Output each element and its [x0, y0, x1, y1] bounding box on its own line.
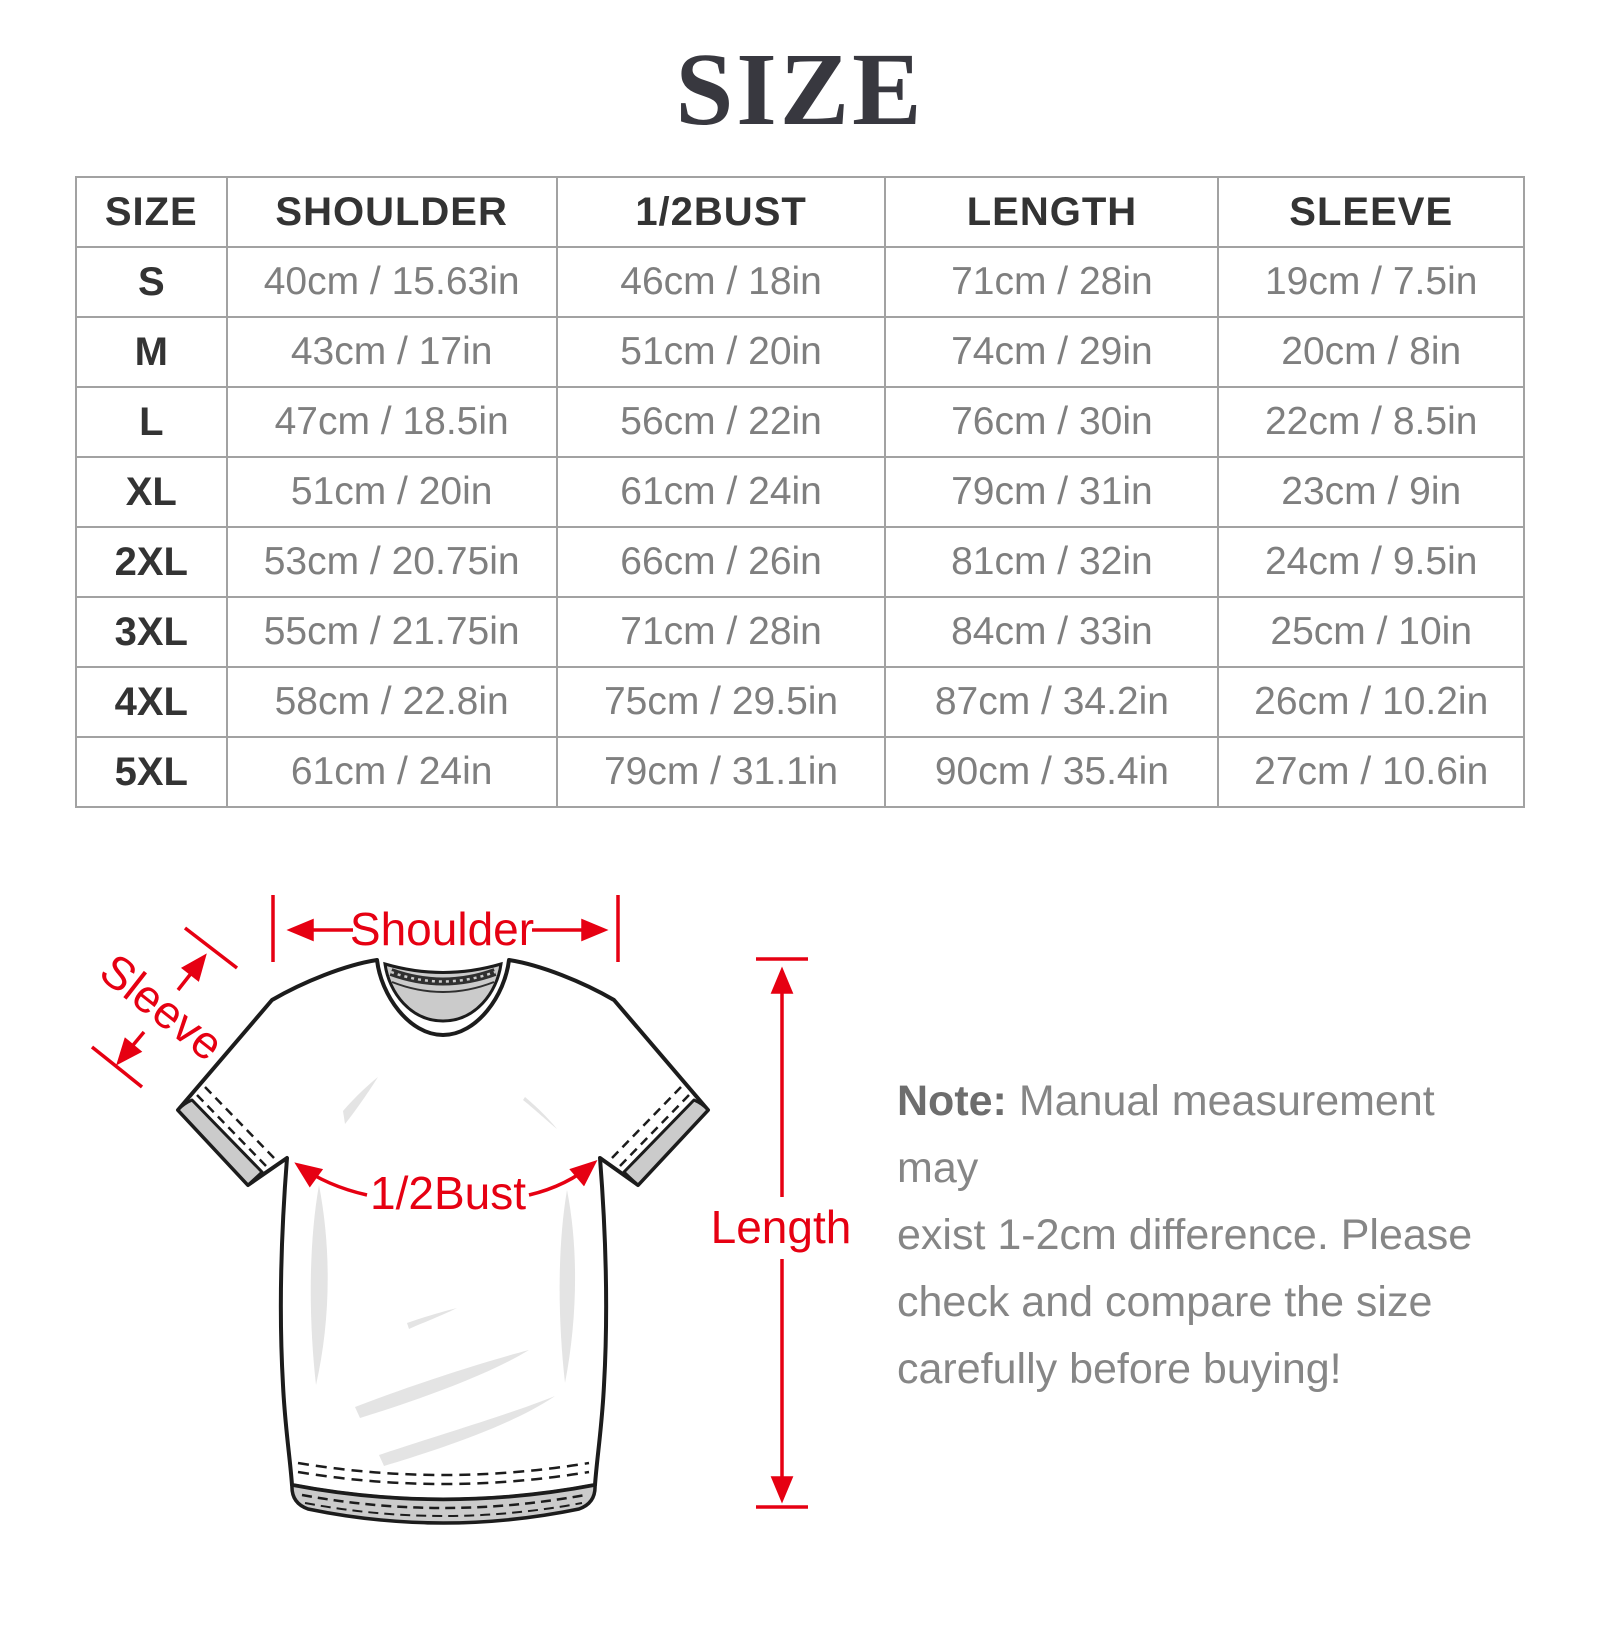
shoulder-cell: 51cm / 20in: [225, 456, 558, 528]
bust-cell: 75cm / 29.5in: [555, 666, 887, 738]
measurement-annotations: [90, 895, 808, 1509]
length-cell: 74cm / 29in: [884, 316, 1220, 388]
length-cell: 81cm / 32in: [884, 526, 1220, 598]
size-cell: 2XL: [75, 526, 228, 598]
shoulder-cell: 58cm / 22.8in: [225, 666, 558, 738]
sleeve-cell: 19cm / 7.5in: [1217, 246, 1525, 318]
bust-label: 1/2Bust: [370, 1167, 526, 1219]
shoulder-cell: 55cm / 21.75in: [225, 596, 558, 668]
note-line: check and compare the size: [897, 1278, 1433, 1326]
length-cell: 84cm / 33in: [884, 596, 1220, 668]
right-cuff: [610, 1086, 710, 1187]
size-cell: M: [75, 316, 228, 388]
length-cell: 71cm / 28in: [884, 246, 1220, 318]
sleeve-cell: 23cm / 9in: [1217, 456, 1525, 528]
table-row: 3XL 55cm / 21.75in 71cm / 28in 84cm / 33…: [75, 596, 1525, 668]
sleeve-cell: 20cm / 8in: [1217, 316, 1525, 388]
table-row: 4XL 58cm / 22.8in 75cm / 29.5in 87cm / 3…: [75, 666, 1525, 738]
sleeve-cell: 22cm / 8.5in: [1217, 386, 1525, 458]
table-row: L 47cm / 18.5in 56cm / 22in 76cm / 30in …: [75, 386, 1525, 458]
sleeve-cell: 26cm / 10.2in: [1217, 666, 1525, 738]
shoulder-cell: 61cm / 24in: [225, 736, 558, 808]
table-row: XL 51cm / 20in 61cm / 24in 79cm / 31in 2…: [75, 456, 1525, 528]
page-title: SIZE: [675, 32, 925, 147]
table-row: 2XL 53cm / 20.75in 66cm / 26in 81cm / 32…: [75, 526, 1525, 598]
shoulder-cell: 40cm / 15.63in: [225, 246, 558, 318]
header-sleeve: SLEEVE: [1217, 176, 1525, 248]
sleeve-cell: 24cm / 9.5in: [1217, 526, 1525, 598]
bottom-hem: [290, 1461, 597, 1525]
size-cell: 4XL: [75, 666, 228, 738]
size-cell: 5XL: [75, 736, 228, 808]
note-line: exist 1-2cm difference. Please: [897, 1211, 1473, 1259]
sleeve-arrow-upper: [176, 953, 207, 992]
bust-arrow-left: [294, 1162, 368, 1197]
shoulder-cell: 47cm / 18.5in: [225, 386, 558, 458]
bust-cell: 66cm / 26in: [555, 526, 887, 598]
length-cell: 87cm / 34.2in: [884, 666, 1220, 738]
sleeve-tick-upper: [183, 926, 239, 970]
length-cell: 79cm / 31in: [884, 456, 1220, 528]
bust-cell: 51cm / 20in: [555, 316, 887, 388]
tshirt-diagram: Shoulder Sleeve 1/2Bust Length: [90, 895, 852, 1525]
header-size: SIZE: [75, 176, 228, 248]
sleeve-cell: 27cm / 10.6in: [1217, 736, 1525, 808]
wrinkle-shadows: [310, 1077, 576, 1466]
table-row: 5XL 61cm / 24in 79cm / 31.1in 90cm / 35.…: [75, 736, 1525, 808]
length-cell: 90cm / 35.4in: [884, 736, 1220, 808]
bust-cell: 61cm / 24in: [555, 456, 887, 528]
header-shoulder: SHOULDER: [225, 176, 558, 248]
sleeve-label: Sleeve: [91, 943, 234, 1071]
bust-cell: 46cm / 18in: [555, 246, 887, 318]
table-row: S 40cm / 15.63in 46cm / 18in 71cm / 28in…: [75, 246, 1525, 318]
sleeve-cell: 25cm / 10in: [1217, 596, 1525, 668]
shoulder-cell: 43cm / 17in: [225, 316, 558, 388]
sleeve-arrow-lower: [116, 1030, 146, 1066]
size-cell: XL: [75, 456, 228, 528]
header-bust: 1/2BUST: [555, 176, 887, 248]
shoulder-cell: 53cm / 20.75in: [225, 526, 558, 598]
bust-cell: 71cm / 28in: [555, 596, 887, 668]
bust-cell: 79cm / 31.1in: [555, 736, 887, 808]
collar: [383, 961, 503, 1023]
tshirt-outline: [176, 958, 710, 1525]
size-table: SIZE SHOULDER 1/2BUST LENGTH SLEEVE S 40…: [75, 176, 1525, 808]
size-cell: L: [75, 386, 228, 458]
note-text: Note: Manual measurement may exist 1-2cm…: [897, 1068, 1517, 1403]
size-cell: S: [75, 246, 228, 318]
bust-cell: 56cm / 22in: [555, 386, 887, 458]
length-label: Length: [711, 1201, 852, 1253]
bust-arrow-right: [528, 1160, 598, 1197]
note-label: Note:: [897, 1077, 1007, 1125]
left-cuff: [176, 1086, 276, 1187]
table-row: M 43cm / 17in 51cm / 20in 74cm / 29in 20…: [75, 316, 1525, 388]
note-line: carefully before buying!: [897, 1345, 1342, 1393]
header-row: SIZE SHOULDER 1/2BUST LENGTH SLEEVE: [75, 176, 1525, 248]
size-cell: 3XL: [75, 596, 228, 668]
length-cell: 76cm / 30in: [884, 386, 1220, 458]
note-line: Note: Manual measurement may: [897, 1077, 1435, 1192]
shoulder-label: Shoulder: [350, 903, 534, 955]
header-length: LENGTH: [884, 176, 1220, 248]
sleeve-tick-lower: [90, 1045, 144, 1089]
